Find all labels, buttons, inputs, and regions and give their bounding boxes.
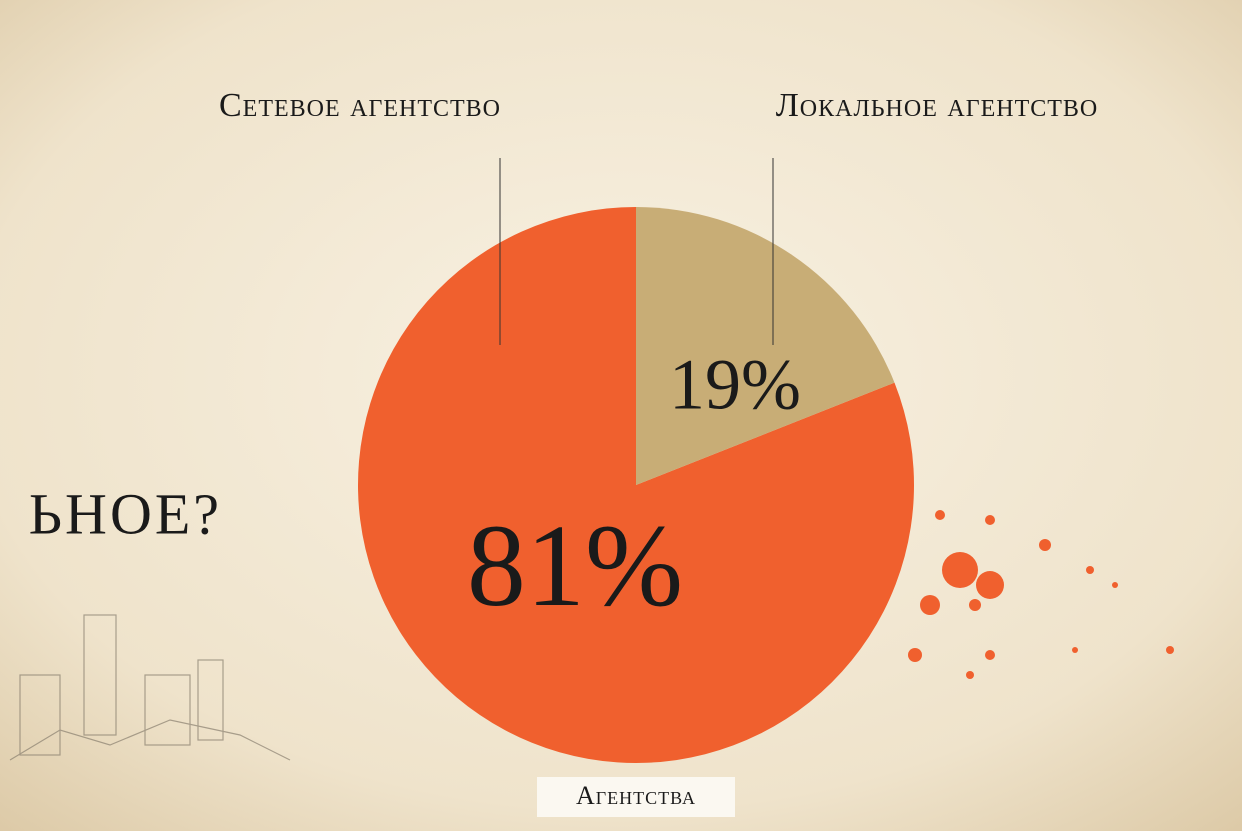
- title-box: [537, 777, 735, 817]
- chart-title: Агентства: [576, 781, 696, 810]
- category-label: Сетевое агентство: [219, 87, 501, 124]
- pie-slice: [636, 207, 895, 485]
- sketch: [9, 614, 291, 761]
- splatter: [908, 510, 1174, 679]
- pie-slice: [357, 207, 914, 763]
- value-label: 19%: [669, 345, 801, 425]
- value-label: 81%: [467, 500, 683, 631]
- category-label: Локальное агентство: [776, 87, 1098, 124]
- annotation: ЬНОЕ?: [29, 481, 222, 546]
